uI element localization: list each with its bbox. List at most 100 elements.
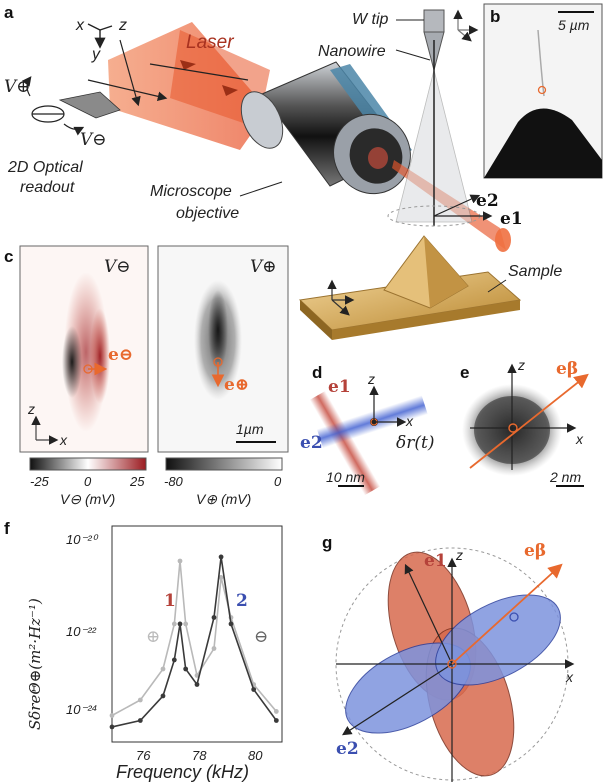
g-e1-label: e1: [424, 551, 447, 571]
panel-a-label: a: [4, 3, 14, 22]
f-xlabel: Frequency (kHz): [116, 762, 249, 782]
panel-b: b 5 µm: [483, 3, 603, 179]
panel-a: a x z y Laser V⊕: [4, 3, 562, 340]
f-point: [109, 713, 115, 718]
laser-label: Laser: [186, 32, 234, 53]
f-sym-plus: ⊕: [146, 627, 160, 647]
panel-e-label: e: [460, 363, 469, 382]
f-point: [171, 657, 177, 663]
axis-z-label: z: [118, 17, 127, 34]
f-ylabel: SδreΘ⊕(m²·Hz⁻¹): [26, 598, 44, 730]
d-e2-label: e2: [300, 433, 323, 453]
cbar-right-label: V⊕ (mV): [196, 491, 251, 507]
f-xtick-0: 76: [136, 748, 151, 763]
cloud-e1: [309, 390, 381, 496]
f-point: [194, 682, 200, 687]
panel-c-label: c: [4, 247, 13, 266]
v-minus-label: V⊖: [80, 130, 107, 150]
w-tip-label: W tip: [352, 11, 389, 28]
f-point: [273, 709, 279, 714]
laser-beam: Laser: [87, 22, 270, 150]
cbar-left-tick-1: 0: [84, 474, 92, 489]
e-axis-x: x: [575, 431, 584, 447]
nanowire-label: Nanowire: [318, 43, 386, 60]
panel-c: c e⊖ V⊖ z x e⊕ V⊕ 1µm -25 0 25 -80 0 V⊖ …: [4, 245, 289, 507]
f-point: [211, 615, 217, 620]
f-point: [273, 718, 279, 723]
f-point: [160, 666, 166, 672]
readout-label-2: readout: [20, 179, 75, 196]
colorbar-v-minus: [29, 457, 147, 471]
v-plus-label: V⊕: [4, 77, 31, 97]
f-point: [183, 621, 189, 627]
cbar-left-tick-0: -25: [30, 474, 50, 489]
microscope-objective: Microscope objective: [150, 61, 412, 222]
objective-label-1: Microscope: [150, 183, 232, 200]
g-axis-x: x: [565, 669, 574, 685]
d-e1-label: e1: [328, 377, 351, 397]
f-series-line-0: [111, 560, 277, 717]
f-series-line-1: [111, 556, 277, 728]
f-sym-minus: ⊖: [254, 627, 268, 647]
e-plus-label: e⊕: [224, 375, 249, 395]
f-point: [211, 646, 217, 651]
f-point: [228, 621, 234, 627]
panel-f: f 10⁻²⁰ 10⁻²² 10⁻²⁴ 76 78 80 Frequency (…: [4, 519, 283, 782]
panel-g: g e1 e2 eβ z x: [322, 533, 575, 782]
cbar-left-label: V⊖ (mV): [60, 491, 115, 507]
f-point: [137, 697, 143, 703]
f-ytick-2: 10⁻²⁴: [66, 702, 97, 717]
panel-e: e z x eβ 2 nm: [460, 357, 589, 487]
cbar-right-tick-1: 0: [274, 474, 282, 489]
f-peak-2: 2: [236, 591, 248, 611]
f-plot-frame: [111, 525, 283, 743]
e-scalebar: 2 nm: [549, 469, 581, 485]
sample-label: Sample: [508, 263, 562, 280]
f-point: [218, 554, 224, 560]
f-point: [218, 575, 224, 580]
d-dr-label: δr(t): [396, 433, 434, 453]
panel-d-label: d: [312, 363, 322, 382]
f-point: [177, 621, 183, 627]
c-left-title: V⊖: [104, 257, 131, 277]
objective-label-2: objective: [176, 205, 239, 222]
sample-stage: Sample: [298, 235, 562, 340]
f-point: [137, 718, 143, 723]
optical-readout: V⊕ V⊖ 2D Optical readout: [4, 76, 121, 196]
d-scalebar: 10 nm: [326, 469, 365, 485]
panel-g-label: g: [322, 533, 332, 552]
f-ytick-1: 10⁻²²: [66, 624, 97, 639]
g-e2-label: e2: [336, 739, 359, 759]
tip-and-nanowire: W tip Nanowire e2 e1: [318, 9, 523, 229]
c-right-title: V⊕: [250, 257, 277, 277]
f-xtick-1: 78: [192, 748, 207, 763]
panel-f-label: f: [4, 519, 10, 538]
c-scalebar: 1µm: [236, 421, 264, 437]
cbar-left-tick-2: 25: [129, 474, 145, 489]
e2-label-a: e2: [476, 191, 499, 211]
f-point: [160, 693, 166, 699]
e1-label-a: e1: [500, 209, 523, 229]
g-ebeta-label: eβ: [524, 541, 546, 561]
e-ebeta-label: eβ: [556, 359, 578, 379]
c-axis-z: z: [27, 401, 35, 417]
colorbar-v-plus: [165, 457, 283, 471]
cbar-right-tick-0: -80: [164, 474, 184, 489]
g-axis-z: z: [455, 547, 463, 563]
d-axis-x: x: [405, 413, 414, 429]
panel-d: d z x e1 e2 δr(t) 10 nm: [300, 363, 434, 496]
f-xtick-2: 80: [248, 748, 263, 763]
f-chart-marks: [109, 554, 279, 730]
axis-x-label: x: [75, 17, 85, 34]
f-ytick-0: 10⁻²⁰: [66, 532, 99, 547]
f-point: [251, 687, 257, 692]
f-peak-1: 1: [164, 591, 176, 611]
d-axis-z: z: [367, 371, 375, 387]
f-point: [183, 666, 189, 672]
e-axis-z: z: [517, 357, 525, 373]
panel-a-axes: x z y: [75, 17, 127, 63]
g-lobe-e2-right: [435, 594, 561, 686]
readout-label-1: 2D Optical: [7, 159, 83, 176]
e-minus-label: e⊖: [108, 345, 133, 365]
